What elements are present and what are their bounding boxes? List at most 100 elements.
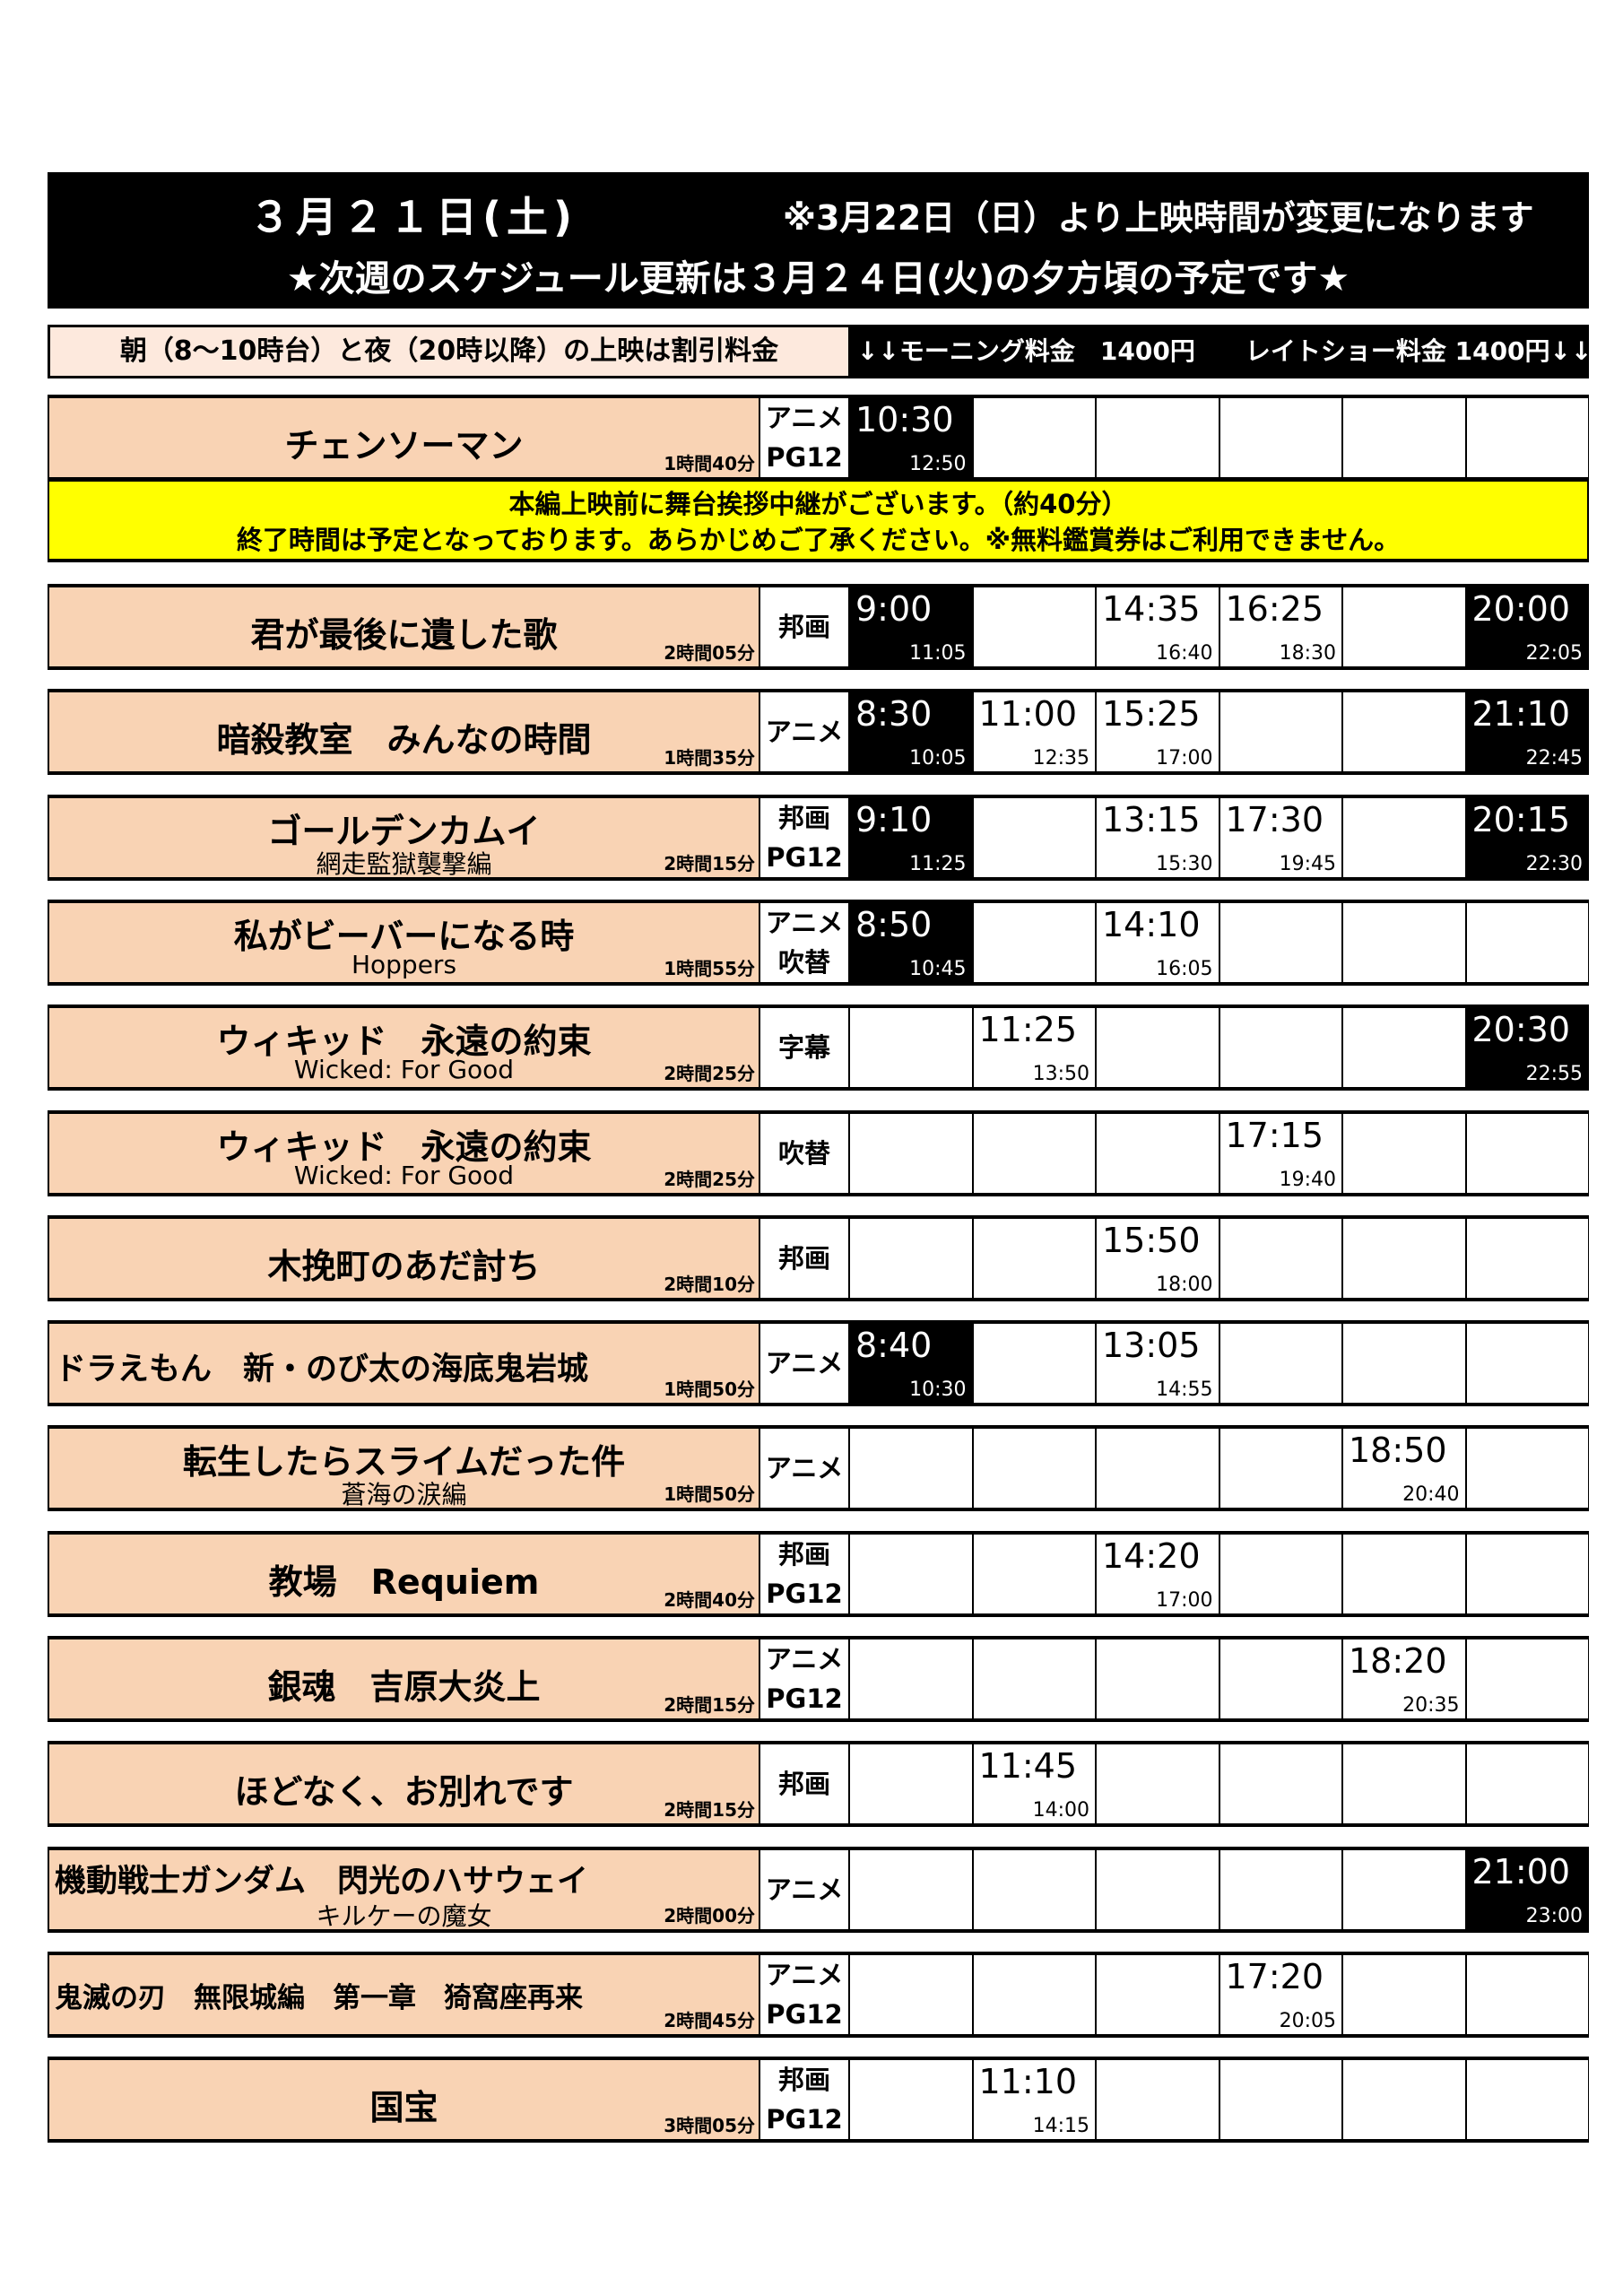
discount-note: 朝（8～10時台）と夜（20時以降）の上映は割引料金 xyxy=(50,327,848,376)
update-notice: ★次週のスケジュール更新は３月２４日(火)の夕方頃の予定です★ xyxy=(286,258,1350,300)
showtime-slot[interactable]: 21:00 23:00 xyxy=(1464,1849,1588,1929)
empty-slot xyxy=(1218,1008,1341,1088)
empty-slot xyxy=(848,1113,972,1193)
movie-row: 国宝 3時間05分 邦画 PG12 11:10 14:15 xyxy=(48,2057,1589,2144)
format-label: 邦画 xyxy=(777,612,830,642)
notice-line-1: 本編上映前に舞台挨拶中継がございます。（約40分） xyxy=(508,489,1128,519)
showtime-slot[interactable]: 11:00 12:35 xyxy=(971,692,1095,772)
movie-duration: 2時間00分 xyxy=(664,1904,755,1926)
movie-format: アニメ xyxy=(760,1429,848,1509)
movie-duration: 1時間50分 xyxy=(664,1483,755,1506)
format-label: 邦画 xyxy=(777,2065,830,2096)
empty-slot xyxy=(971,587,1095,666)
start-time: 13:15 xyxy=(1102,799,1201,839)
showtime-slot[interactable]: 18:20 20:35 xyxy=(1341,1639,1465,1718)
movie-title-cell: 君が最後に遺した歌 2時間05分 xyxy=(49,587,760,666)
start-time: 15:25 xyxy=(1102,694,1201,735)
empty-slot xyxy=(1341,1534,1465,1613)
movie-format: 邦画 xyxy=(760,1218,848,1298)
empty-slot xyxy=(1464,1113,1588,1193)
end-time: 17:00 xyxy=(1156,747,1213,770)
showtime-slot[interactable]: 11:45 14:00 xyxy=(971,1744,1095,1824)
empty-slot xyxy=(1095,398,1219,477)
format-label: アニメ xyxy=(765,907,844,938)
showtime-slot[interactable]: 11:10 14:15 xyxy=(971,2060,1095,2140)
movie-format: 邦画 PG12 xyxy=(760,797,848,877)
end-time: 22:45 xyxy=(1525,747,1583,770)
empty-slot xyxy=(971,902,1095,982)
showtime-slot[interactable]: 20:00 22:05 xyxy=(1464,587,1588,666)
showtime-slot[interactable]: 10:30 12:50 xyxy=(848,398,972,477)
end-time: 23:00 xyxy=(1525,1904,1583,1927)
end-time: 16:40 xyxy=(1156,642,1213,665)
empty-slot xyxy=(1341,1324,1465,1404)
showtime-slot[interactable]: 17:30 19:45 xyxy=(1218,797,1341,877)
end-time: 15:30 xyxy=(1156,852,1213,875)
showtime-slot[interactable]: 16:25 18:30 xyxy=(1218,587,1341,666)
empty-slot xyxy=(1095,1744,1219,1824)
start-time: 11:00 xyxy=(978,694,1078,735)
empty-slot xyxy=(848,1849,972,1929)
end-time: 22:05 xyxy=(1525,642,1583,665)
showtime-slot[interactable]: 17:20 20:05 xyxy=(1218,1954,1341,2034)
movie-title-cell: 暗殺教室 みんなの時間 1時間35分 xyxy=(49,692,760,772)
price-bar: 朝（8～10時台）と夜（20時以降）の上映は割引料金 ↓↓モーニング料金 140… xyxy=(48,325,1592,378)
showtime-slot[interactable]: 21:10 22:45 xyxy=(1464,692,1588,772)
movie-row: 鬼滅の刃 無限城編 第一章 猗窩座再来 2時間45分 アニメ PG12 17:20 20:… xyxy=(48,1951,1589,2038)
end-time: 10:05 xyxy=(909,747,967,770)
showtime-slot[interactable]: 8:50 10:45 xyxy=(848,902,972,982)
showtime-slot[interactable]: 8:40 10:30 xyxy=(848,1324,972,1404)
showtime-slot[interactable]: 15:50 18:00 xyxy=(1095,1218,1219,1298)
format-label: 字幕 xyxy=(777,1032,830,1064)
empty-slot xyxy=(971,398,1095,477)
movie-format: アニメ xyxy=(760,692,848,772)
movie-title: 鬼滅の刃 無限城編 第一章 猗窩座再来 xyxy=(55,1981,583,2014)
showtime-slot[interactable]: 11:25 13:50 xyxy=(971,1008,1095,1088)
empty-slot xyxy=(848,2060,972,2140)
showtime-slot[interactable]: 14:35 16:40 xyxy=(1095,587,1219,666)
showtime-slot[interactable]: 13:05 14:55 xyxy=(1095,1324,1219,1404)
empty-slot xyxy=(1095,1849,1219,1929)
format-label: アニメ xyxy=(765,717,844,748)
empty-slot xyxy=(1341,902,1465,982)
start-time: 8:50 xyxy=(855,904,933,944)
end-time: 14:00 xyxy=(1032,1799,1089,1822)
movie-format: アニメ PG12 xyxy=(760,398,848,477)
empty-slot xyxy=(1464,1218,1588,1298)
movie-format: アニメ xyxy=(760,1324,848,1404)
format-label: 邦画 xyxy=(777,1769,830,1800)
end-time: 17:00 xyxy=(1156,1588,1213,1612)
movie-title: ウィキッド 永遠の約束 xyxy=(216,1022,592,1062)
showtime-slot[interactable]: 14:20 17:00 xyxy=(1095,1534,1219,1613)
empty-slot xyxy=(1095,1639,1219,1718)
showtime-slot[interactable]: 20:30 22:55 xyxy=(1464,1008,1588,1088)
showtime-slot[interactable]: 17:15 19:40 xyxy=(1218,1113,1341,1193)
movie-row: ウィキッド 永遠の約束 Wicked: For Good 2時間25分 吹替 17:15… xyxy=(48,1109,1589,1196)
movie-duration: 3時間05分 xyxy=(664,2115,755,2137)
empty-slot xyxy=(848,1008,972,1088)
start-time: 11:25 xyxy=(978,1010,1078,1050)
showtime-slot[interactable]: 15:25 17:00 xyxy=(1095,692,1219,772)
showtime-slot[interactable]: 18:50 20:40 xyxy=(1341,1429,1465,1509)
format-label: 吹替 xyxy=(777,1137,830,1169)
format-label: PG12 xyxy=(766,442,843,473)
movie-format: 邦画 xyxy=(760,587,848,666)
showtime-slot[interactable]: 13:15 15:30 xyxy=(1095,797,1219,877)
showtime-slot[interactable]: 9:00 11:05 xyxy=(848,587,972,666)
showtime-slot[interactable]: 9:10 11:25 xyxy=(848,797,972,877)
showtime-slot[interactable]: 8:30 10:05 xyxy=(848,692,972,772)
empty-slot xyxy=(848,1534,972,1613)
start-time: 21:00 xyxy=(1471,1851,1571,1892)
format-label: 邦画 xyxy=(777,1242,830,1274)
movie-title: ゴールデンカムイ xyxy=(267,811,541,851)
showtime-slot[interactable]: 14:10 16:05 xyxy=(1095,902,1219,982)
start-time: 10:30 xyxy=(855,400,954,439)
format-label: アニメ xyxy=(765,1874,844,1905)
start-time: 16:25 xyxy=(1225,589,1324,629)
empty-slot xyxy=(971,1218,1095,1298)
empty-slot xyxy=(1095,2060,1219,2140)
format-label: アニメ xyxy=(765,403,844,433)
empty-slot xyxy=(1218,692,1341,772)
showtime-slot[interactable]: 20:15 22:30 xyxy=(1464,797,1588,877)
empty-slot xyxy=(1464,398,1588,477)
